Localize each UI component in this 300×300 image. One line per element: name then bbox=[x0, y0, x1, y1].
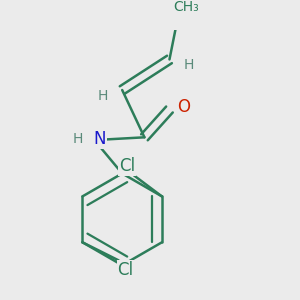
Text: Cl: Cl bbox=[119, 157, 135, 175]
Text: H: H bbox=[184, 58, 194, 72]
Text: CH₃: CH₃ bbox=[173, 0, 199, 14]
Text: H: H bbox=[73, 132, 83, 146]
Text: Cl: Cl bbox=[118, 261, 134, 279]
Text: O: O bbox=[177, 98, 190, 116]
Text: H: H bbox=[98, 88, 108, 103]
Text: N: N bbox=[94, 130, 106, 148]
